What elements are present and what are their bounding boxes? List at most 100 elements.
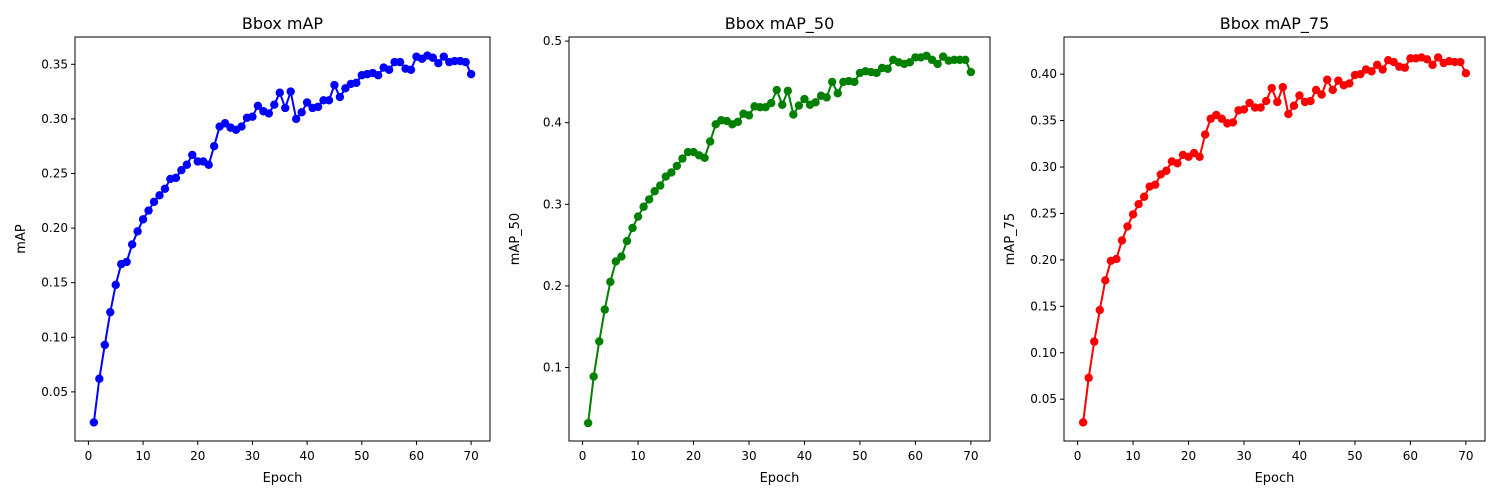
data-point [1356,69,1365,79]
series-line [1082,55,1467,423]
data-point [1278,82,1288,92]
data-point [155,191,164,200]
y-tick-label: 0.40 [1030,67,1057,81]
data-point [650,187,659,196]
y-tick-label: 0.10 [41,330,68,344]
data-point [850,77,859,87]
data-point [1461,69,1471,78]
data-point [428,53,438,62]
y-tick-label: 0.35 [41,57,68,71]
x-axis-label: Epoch [760,471,800,486]
data-point [961,55,970,65]
x-tick-label: 60 [409,449,424,463]
data-point [204,160,213,169]
data-point [248,112,257,121]
x-tick-label: 70 [463,449,478,463]
data-point [1101,276,1110,285]
data-point [100,340,110,350]
data-point [667,168,676,177]
x-tick-label: 10 [1125,449,1140,463]
data-point [133,227,142,236]
x-tick-label: 20 [190,449,205,463]
data-point [373,71,383,80]
chart-panel-bbox-map: Bbox mAP Epoch mAP 0 10 20 30 40 50 60 70 0.05 0.… [14,14,491,486]
chart-title: Bbox mAP [242,14,324,33]
data-point [1422,55,1432,64]
data-point [138,215,148,224]
x-axis-label: Epoch [1255,471,1295,486]
data-point [789,110,798,119]
y-tick-label: 0.15 [41,276,68,290]
data-point [933,59,942,69]
data-point [1084,373,1093,383]
y-tick-label: 0.20 [1030,253,1057,267]
data-point [253,101,263,110]
data-point [966,67,976,77]
y-axis-label: mAP [14,224,29,254]
data-point [1162,166,1171,175]
data-point [270,100,279,109]
data-point [144,206,153,215]
chart-title: Bbox mAP_75 [1220,14,1330,34]
y-tick-label: 0.25 [41,166,68,180]
data-point [1367,67,1376,76]
data-point [439,52,448,61]
data-point [466,69,476,79]
y-tick-label: 0.30 [1030,160,1057,174]
data-point [352,78,361,88]
data-point [656,181,665,190]
data-point [1295,91,1304,100]
series-line [587,54,972,424]
data-point [783,86,793,96]
data-point [182,160,192,169]
data-point [833,89,842,98]
data-point [286,87,295,96]
data-point [644,195,654,204]
data-point [384,65,394,74]
data-point [127,240,137,249]
data-point [1151,180,1160,189]
plot-area-frame [74,36,491,442]
data-point [733,117,743,127]
data-point [606,277,615,287]
data-point [1117,236,1127,245]
y-tick-label: 0.20 [41,221,68,235]
chart-panel-bbox-map-75: Bbox mAP_75 Epoch mAP_75 0 10 20 30 40 50 60 70… [1003,14,1486,486]
data-point [1217,114,1227,123]
data-point [188,150,197,160]
y-tick-label: 0.30 [41,112,68,126]
data-point [827,77,837,87]
data-point [106,307,115,317]
data-point [589,372,598,381]
y-tick-label: 0.05 [41,385,68,399]
x-tick-label: 30 [741,449,756,463]
data-point [1400,63,1410,72]
x-tick-label: 0 [579,449,587,463]
data-point [772,85,781,95]
x-tick-label: 10 [135,449,150,463]
data-point [1239,105,1249,114]
data-point [583,418,593,428]
data-point [1139,192,1149,201]
x-tick-label: 0 [1074,449,1082,463]
x-tick-label: 30 [1236,449,1251,463]
data-point [302,98,312,107]
data-point [264,109,274,118]
plot-area-frame [568,36,991,442]
data-point [794,101,804,110]
data-point [1433,53,1443,62]
x-tick-label: 20 [686,449,701,463]
data-point [89,418,99,427]
data-point [1245,98,1254,108]
data-point [1090,337,1099,346]
data-point [171,173,181,183]
data-point [111,280,120,290]
data-point [628,223,637,233]
x-tick-label: 60 [1403,449,1418,463]
data-point [1112,254,1121,264]
data-point [297,108,306,117]
data-point [1328,85,1337,95]
y-tick-label: 0.35 [1030,114,1057,128]
data-point [275,88,284,97]
data-point [672,161,682,171]
